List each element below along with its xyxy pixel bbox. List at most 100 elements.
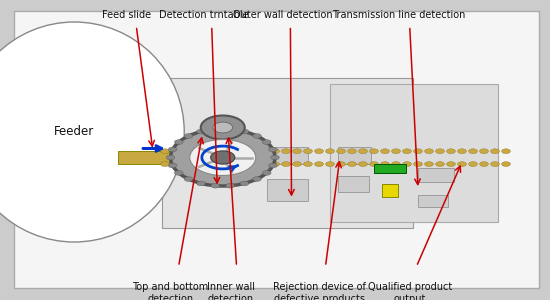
Circle shape [370,162,378,167]
Circle shape [240,181,249,186]
Circle shape [326,149,334,154]
Circle shape [211,151,235,164]
Text: Feed slide: Feed slide [102,10,151,20]
Circle shape [271,155,279,160]
Circle shape [161,149,169,154]
Circle shape [348,162,356,167]
Circle shape [304,162,312,167]
Circle shape [271,149,279,154]
Circle shape [227,149,235,154]
Circle shape [213,122,233,133]
Bar [118,151,267,164]
Text: Transmission line detection: Transmission line detection [332,10,465,20]
Circle shape [172,149,180,154]
Circle shape [469,162,477,167]
Circle shape [205,149,213,154]
Circle shape [262,140,271,145]
Bar [418,195,448,207]
Bar [374,164,406,172]
Bar [418,168,454,182]
Circle shape [194,162,202,167]
Circle shape [436,149,444,154]
Bar [267,178,308,201]
Circle shape [205,162,213,167]
Circle shape [240,129,249,134]
Circle shape [469,149,477,154]
Circle shape [268,163,277,168]
Circle shape [168,147,177,152]
Circle shape [238,149,246,154]
Circle shape [414,149,422,154]
Circle shape [161,162,169,167]
Circle shape [227,162,235,167]
Circle shape [491,149,499,154]
Circle shape [304,149,312,154]
Circle shape [252,177,261,182]
Circle shape [268,147,277,152]
Bar [338,147,371,164]
Circle shape [480,149,488,154]
Circle shape [348,149,356,154]
Circle shape [403,149,411,154]
Circle shape [249,149,257,154]
Circle shape [381,162,389,167]
Circle shape [315,162,323,167]
Circle shape [262,170,271,175]
Circle shape [271,162,279,167]
Bar [267,147,308,164]
Circle shape [392,149,400,154]
Circle shape [326,162,334,167]
Circle shape [293,149,301,154]
Circle shape [502,149,510,154]
Bar [330,84,498,222]
Circle shape [249,162,257,167]
Circle shape [315,149,323,154]
Circle shape [172,162,180,167]
Text: Feeder: Feeder [54,125,95,139]
Circle shape [359,149,367,154]
Ellipse shape [0,22,184,242]
Circle shape [183,149,191,154]
Text: Inner wall
detection: Inner wall detection [207,282,255,300]
Text: Outer wall detection: Outer wall detection [233,10,333,20]
Text: Top and bottom
detection: Top and bottom detection [133,282,208,300]
Circle shape [337,149,345,154]
Circle shape [458,149,466,154]
Circle shape [260,149,268,154]
Circle shape [337,162,345,167]
Circle shape [392,162,400,167]
Circle shape [436,162,444,167]
Circle shape [425,162,433,167]
Circle shape [370,149,378,154]
Circle shape [425,149,433,154]
Circle shape [166,155,175,160]
Text: Detection trntable: Detection trntable [159,10,248,20]
Circle shape [381,149,389,154]
Circle shape [197,181,206,186]
Circle shape [170,129,275,186]
Circle shape [414,162,422,167]
Circle shape [491,162,499,167]
Circle shape [458,162,466,167]
Circle shape [480,162,488,167]
Circle shape [260,162,268,167]
Bar [382,184,398,197]
Bar [338,176,368,192]
Circle shape [216,149,224,154]
Circle shape [201,116,245,140]
Circle shape [174,170,183,175]
Circle shape [168,163,177,168]
Circle shape [226,127,235,132]
Circle shape [293,162,301,167]
Circle shape [447,162,455,167]
Circle shape [184,177,193,182]
Circle shape [211,183,219,188]
Circle shape [502,162,510,167]
Circle shape [359,162,367,167]
Text: Rejection device of
defective products: Rejection device of defective products [273,282,365,300]
Circle shape [183,162,191,167]
Circle shape [194,149,202,154]
Circle shape [226,183,235,188]
Circle shape [403,162,411,167]
Circle shape [184,134,193,138]
